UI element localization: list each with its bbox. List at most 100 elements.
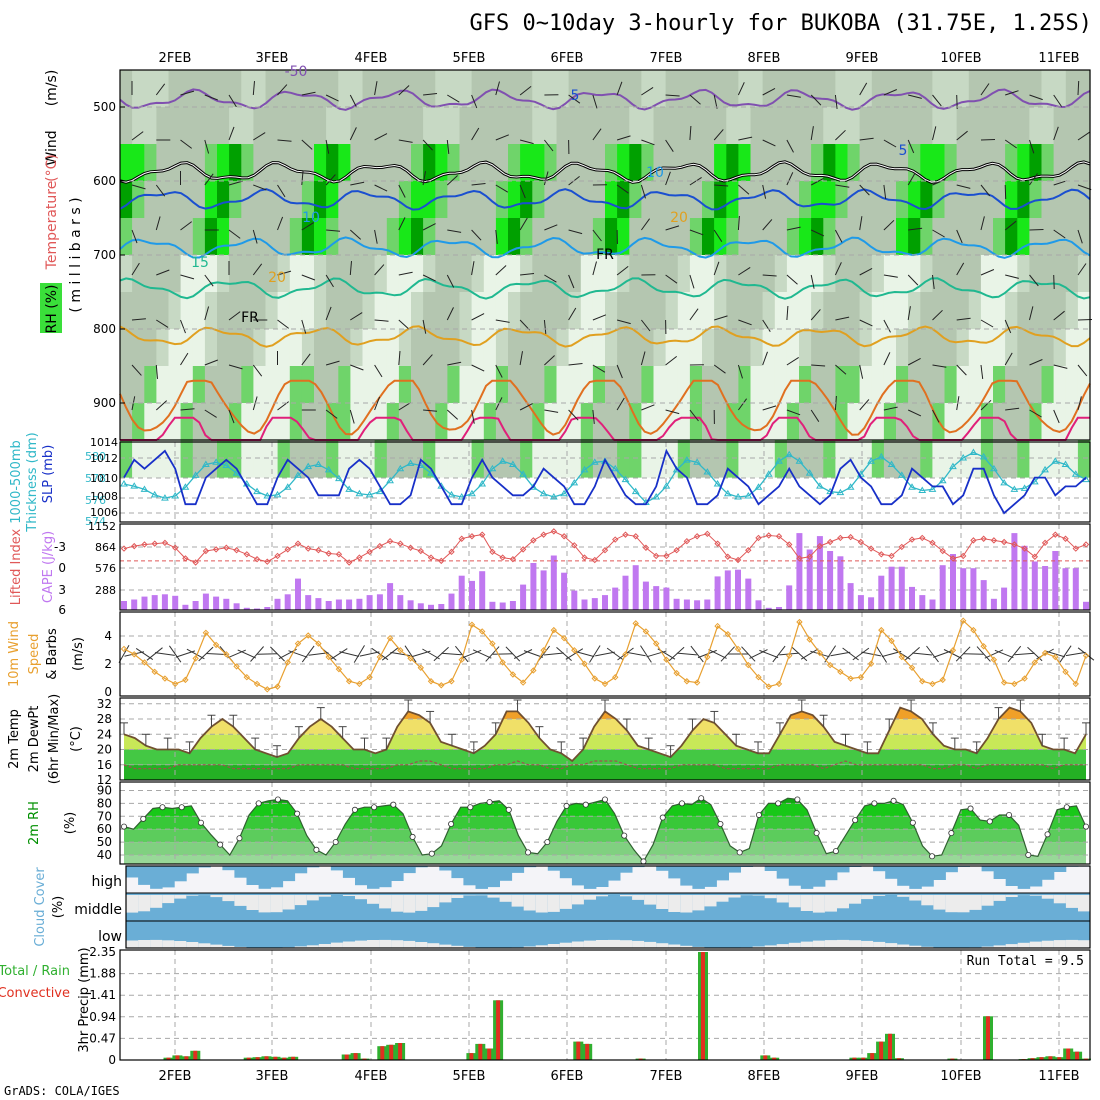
temp-tick: 28 [97, 712, 112, 726]
cloud-low-cell [668, 921, 681, 948]
wind10m-point [990, 656, 998, 663]
wind-barb [737, 215, 740, 231]
lifted-tick: -3 [54, 540, 66, 554]
rh-cell [277, 218, 291, 256]
lifted-index-point [970, 537, 977, 544]
rh-cell [277, 329, 291, 367]
rh2m-tick: 40 [97, 848, 112, 862]
cape-bar [755, 600, 762, 610]
wind-barb [131, 318, 146, 321]
wind-barb [980, 269, 995, 276]
rh-cell [799, 292, 812, 330]
rh-cell [301, 181, 315, 219]
wind-barb [398, 217, 406, 231]
rh-cell [580, 403, 594, 441]
wind10m-point [407, 655, 414, 662]
cloud-low-gap [668, 944, 681, 948]
rh-cell [229, 218, 242, 256]
wind10m-point [530, 667, 537, 674]
lifted-index-point [417, 547, 424, 555]
rh-cell [471, 403, 485, 441]
rh-cell [702, 181, 715, 219]
lifted-index-point [591, 556, 598, 564]
rh-cell [265, 255, 279, 293]
rh-cell [386, 70, 400, 108]
rh-cell [508, 329, 521, 367]
wind10m-point [489, 640, 496, 647]
rh-cell [168, 329, 182, 367]
cloud-low-cell [559, 921, 573, 948]
wind-barb [956, 184, 971, 189]
rh-cell [362, 218, 376, 256]
rh-cell [1065, 144, 1079, 182]
wind-barb [713, 229, 723, 242]
rh-cell [120, 181, 133, 219]
rh-cell [1053, 181, 1067, 219]
rh-cell [265, 366, 279, 404]
precip-convective-bar [273, 1056, 278, 1060]
wind-barb-10m [1036, 648, 1054, 660]
rh-cell [617, 218, 630, 256]
rh-cell [277, 440, 291, 478]
wind-barb [446, 409, 459, 420]
rh-cell [120, 255, 133, 293]
cloud-low-gap [1005, 944, 1019, 948]
rh-cell [665, 255, 679, 293]
cape-bar [1042, 566, 1049, 610]
wind10m-panel: 420 10m Wind Speed & Barbs (m/s) [7, 611, 1095, 699]
rh-cell [192, 107, 206, 145]
lifted-index-point [622, 531, 629, 538]
wind-barb [471, 229, 482, 241]
wind-barb [713, 129, 724, 141]
lifted-index-point [499, 554, 506, 561]
rh-cell [786, 255, 800, 293]
slp-tick: 1010 [90, 472, 118, 485]
rh-cell [544, 218, 558, 256]
rh-cell [653, 144, 667, 182]
rh-cell [447, 366, 461, 404]
pressure-tick-label: 900 [93, 396, 116, 410]
lifted-index-point [786, 541, 793, 548]
cloud-low-gap [885, 943, 898, 948]
wind10m-point [1000, 679, 1008, 686]
cloud-high-cell [608, 866, 621, 881]
date-label-bottom: 3FEB [256, 1069, 289, 1084]
rh-cell [520, 292, 533, 330]
cape-bar [591, 598, 598, 610]
wind-barb [349, 127, 357, 141]
rh-cell [204, 70, 218, 108]
wind-barb [398, 402, 411, 411]
rh-cell [956, 292, 970, 330]
wind-barb [859, 399, 870, 411]
cloud-low-gap [535, 945, 549, 948]
wind10m-tick: 0 [104, 685, 112, 699]
rh-cell [689, 366, 703, 404]
rh-cell [508, 144, 521, 182]
rh-cell [192, 292, 206, 330]
cloud-low-gap [993, 945, 1007, 948]
rh-cell [241, 403, 254, 441]
lifted-index-point [652, 552, 660, 560]
rh-cell [811, 255, 824, 293]
rh-cell [908, 218, 921, 256]
rh-cell [811, 144, 824, 182]
lifted-index-point [888, 552, 895, 560]
rh-cell [968, 366, 982, 404]
rh-cell [980, 70, 994, 108]
rh-band [124, 829, 1086, 843]
rh-cell [495, 70, 509, 108]
temp-tick: 32 [97, 697, 112, 711]
wind-barb [568, 94, 581, 104]
rh2m-point [1044, 831, 1051, 838]
wind10m-point [683, 678, 691, 685]
rh-cell [847, 255, 861, 293]
rh-cell [544, 329, 558, 367]
cloud-middle-gap [788, 895, 802, 908]
rh-cell [447, 181, 461, 219]
wind10m-point [376, 653, 384, 661]
rh-cell [520, 70, 533, 108]
rh-cell [1065, 255, 1079, 293]
wind-barb-10m [301, 645, 315, 663]
rh-cell [338, 181, 351, 219]
wind-barb [398, 85, 410, 96]
